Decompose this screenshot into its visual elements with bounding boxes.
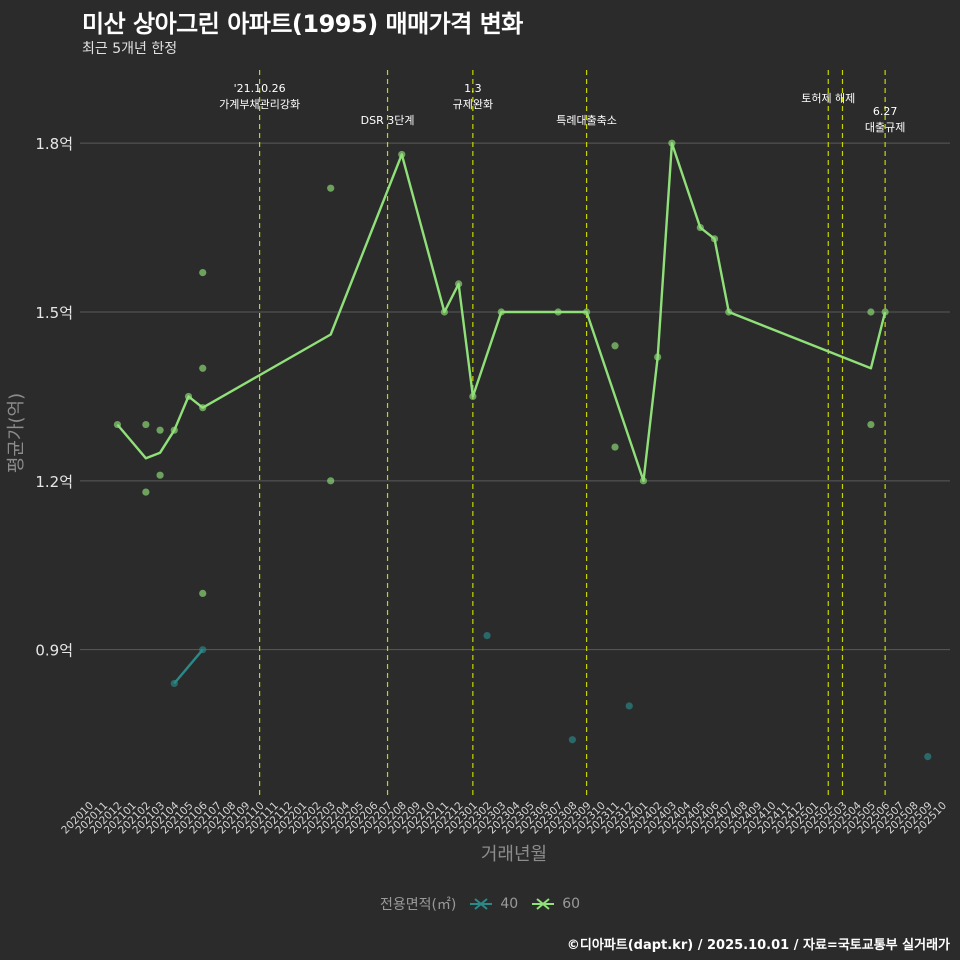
data-point-60 — [142, 488, 150, 496]
data-point-60 — [867, 308, 875, 316]
x-axis-title: 거래년월 — [481, 844, 547, 865]
y-tick-label: 1.8억 — [35, 135, 73, 153]
legend-key-60-icon — [532, 898, 555, 910]
event-label: 6.27 — [873, 105, 898, 118]
data-point-40 — [625, 702, 633, 710]
chart-title: 미산 상아그린 아파트(1995) 매매가격 변화 — [82, 10, 523, 38]
legend-label-60: 60 — [562, 896, 581, 912]
event-label: '21.10.26 — [234, 82, 286, 95]
series-line-60 — [116, 141, 887, 482]
data-point-60 — [199, 269, 207, 277]
legend-title: 전용면적(㎡) — [379, 897, 457, 913]
data-point-60 — [156, 471, 164, 479]
y-axis-title: 평균가(억) — [6, 393, 27, 473]
data-point-60 — [199, 364, 207, 372]
data-point-60 — [881, 308, 889, 316]
series-line-40 — [173, 648, 204, 685]
event-label: 가계부채관리강화 — [219, 98, 300, 111]
event-label: 1.3 — [464, 82, 482, 95]
event-label: 규제완화 — [453, 98, 493, 111]
data-point-60 — [327, 184, 335, 192]
data-point-40 — [568, 736, 576, 744]
data-point-40 — [483, 632, 491, 640]
data-point-60 — [327, 477, 335, 485]
data-point-60 — [611, 342, 619, 350]
y-tick-label: 1.2억 — [35, 473, 73, 491]
source-caption: ©디아파트(dapt.kr) / 2025.10.01 / 자료=국토교통부 실… — [566, 938, 950, 953]
y-tick-label: 1.5억 — [35, 304, 73, 322]
legend-key-40-icon — [470, 898, 493, 910]
chart-subtitle: 최근 5개년 한정 — [82, 41, 178, 57]
data-point-60 — [199, 589, 207, 597]
event-label: 토허제 해제 — [801, 91, 855, 105]
data-point-60 — [142, 420, 150, 429]
data-point-40 — [924, 753, 932, 761]
event-label: DSR 3단계 — [361, 114, 415, 127]
legend-item-40: 40 — [468, 896, 518, 912]
y-tick-label: 0.9억 — [35, 642, 73, 660]
legend-item-60: 60 — [530, 896, 580, 912]
event-label: 대출규제 — [865, 121, 905, 134]
legend-label-40: 40 — [500, 896, 519, 912]
data-point-60 — [156, 426, 164, 434]
data-point-60 — [867, 420, 875, 429]
legend: 전용면적(㎡) 40 60 — [0, 894, 960, 914]
data-point-60 — [611, 443, 619, 451]
event-label: 특례대출축소 — [556, 114, 617, 127]
